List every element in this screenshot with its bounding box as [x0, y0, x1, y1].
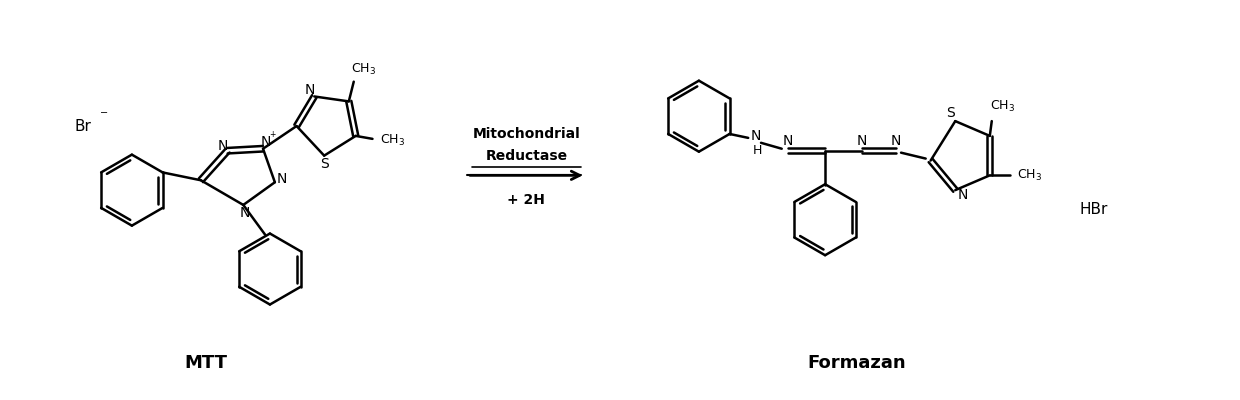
- Text: HBr: HBr: [1079, 202, 1107, 217]
- Text: $^-$: $^-$: [97, 109, 108, 123]
- Text: N: N: [304, 82, 315, 96]
- Text: + 2H: + 2H: [507, 193, 546, 207]
- Text: MTT: MTT: [185, 354, 227, 372]
- Text: N: N: [260, 135, 272, 149]
- Text: S: S: [946, 106, 955, 120]
- Text: N: N: [277, 172, 286, 186]
- Text: CH$_3$: CH$_3$: [990, 99, 1016, 114]
- Text: CH$_3$: CH$_3$: [351, 62, 376, 77]
- Text: Mitochondrial: Mitochondrial: [472, 127, 580, 141]
- Text: N: N: [241, 206, 250, 220]
- Text: N: N: [217, 139, 228, 153]
- Text: Reductase: Reductase: [485, 149, 568, 163]
- Text: CH$_3$: CH$_3$: [379, 133, 404, 148]
- Text: H: H: [753, 144, 761, 157]
- Text: S: S: [320, 156, 329, 170]
- Text: Formazan: Formazan: [807, 354, 906, 372]
- Text: $^+$: $^+$: [268, 130, 278, 140]
- Text: N: N: [751, 129, 761, 143]
- Text: N: N: [890, 134, 901, 148]
- Text: N: N: [857, 134, 867, 148]
- Text: CH$_3$: CH$_3$: [1017, 168, 1042, 183]
- Text: Br: Br: [74, 118, 91, 134]
- Text: N: N: [782, 134, 792, 148]
- Text: N: N: [959, 188, 968, 202]
